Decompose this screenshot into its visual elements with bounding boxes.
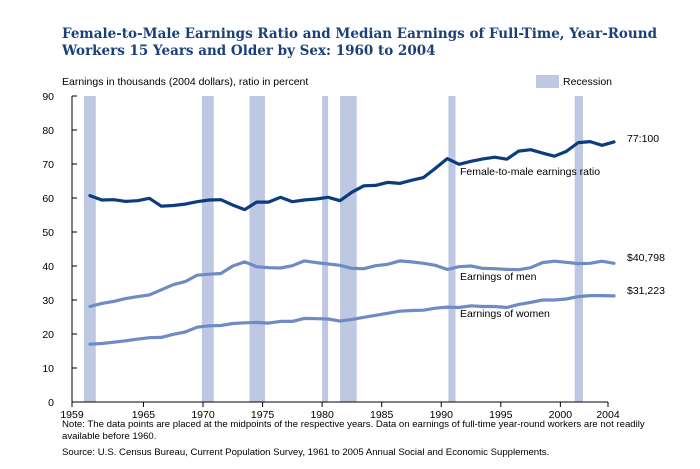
series-label-ratio: Female-to-male earnings ratio — [460, 166, 600, 178]
end-label-women: $31,223 — [627, 285, 665, 297]
recession-band-2 — [249, 96, 265, 402]
series-line-men — [88, 259, 616, 309]
legend-recession-label: Recession — [563, 76, 612, 88]
chart-title: Female-to-Male Earnings Ratio and Median… — [62, 26, 658, 59]
series-line-ratio — [88, 140, 616, 212]
y-tick-label-1: 10 — [42, 363, 54, 375]
ticks: 0 10 20 30 40 50 60 70 80 90 1959 1965 1970 1975 1980 1… — [42, 91, 620, 421]
recession-band-1 — [201, 96, 214, 402]
x-tick-label-0: 1959 — [60, 409, 84, 421]
end-label-men: $40,798 — [627, 252, 665, 264]
recession-band-0 — [83, 96, 96, 402]
y-tick-label-9: 90 — [42, 91, 54, 103]
y-axis-label: Earnings in thousands (2004 dollars), ra… — [62, 76, 308, 88]
y-tick-label-0: 0 — [48, 397, 54, 409]
y-tick-label-8: 80 — [42, 125, 54, 137]
x-tick-label-8: 2000 — [549, 409, 573, 421]
y-tick-label-3: 30 — [42, 295, 54, 307]
series-label-women: Earnings of women — [460, 308, 550, 320]
recession-band-6 — [574, 96, 583, 402]
recession-band-4 — [340, 96, 357, 402]
x-tick-label-6: 1990 — [430, 409, 454, 421]
x-tick-label-3: 1975 — [251, 409, 275, 421]
source-note: Source: U.S. Census Bureau, Current Popu… — [62, 447, 550, 458]
x-tick-label-1: 1965 — [132, 409, 156, 421]
recession-bands — [83, 96, 583, 402]
x-tick-label-4: 1980 — [310, 409, 334, 421]
y-tick-label-5: 50 — [42, 227, 54, 239]
legend-recession-swatch — [536, 75, 559, 88]
y-tick-label-4: 40 — [42, 261, 54, 273]
footnote: Note: The data points are placed at the … — [62, 419, 645, 442]
x-tick-label-7: 1995 — [489, 409, 513, 421]
x-tick-label-2: 1970 — [191, 409, 215, 421]
y-tick-label-7: 70 — [42, 159, 54, 171]
series-label-men: Earnings of men — [460, 271, 537, 283]
recession-band-3 — [322, 96, 329, 402]
axes — [71, 96, 608, 403]
end-label-ratio: 77:100 — [627, 133, 659, 145]
recession-band-5 — [448, 96, 456, 402]
y-tick-label-2: 20 — [42, 329, 54, 341]
series-line-women — [88, 294, 616, 346]
legend: Recession — [536, 75, 612, 88]
y-tick-label-6: 60 — [42, 193, 54, 205]
x-tick-label-9: 2004 — [596, 409, 620, 421]
x-tick-label-5: 1985 — [370, 409, 394, 421]
series-lines — [88, 140, 616, 346]
